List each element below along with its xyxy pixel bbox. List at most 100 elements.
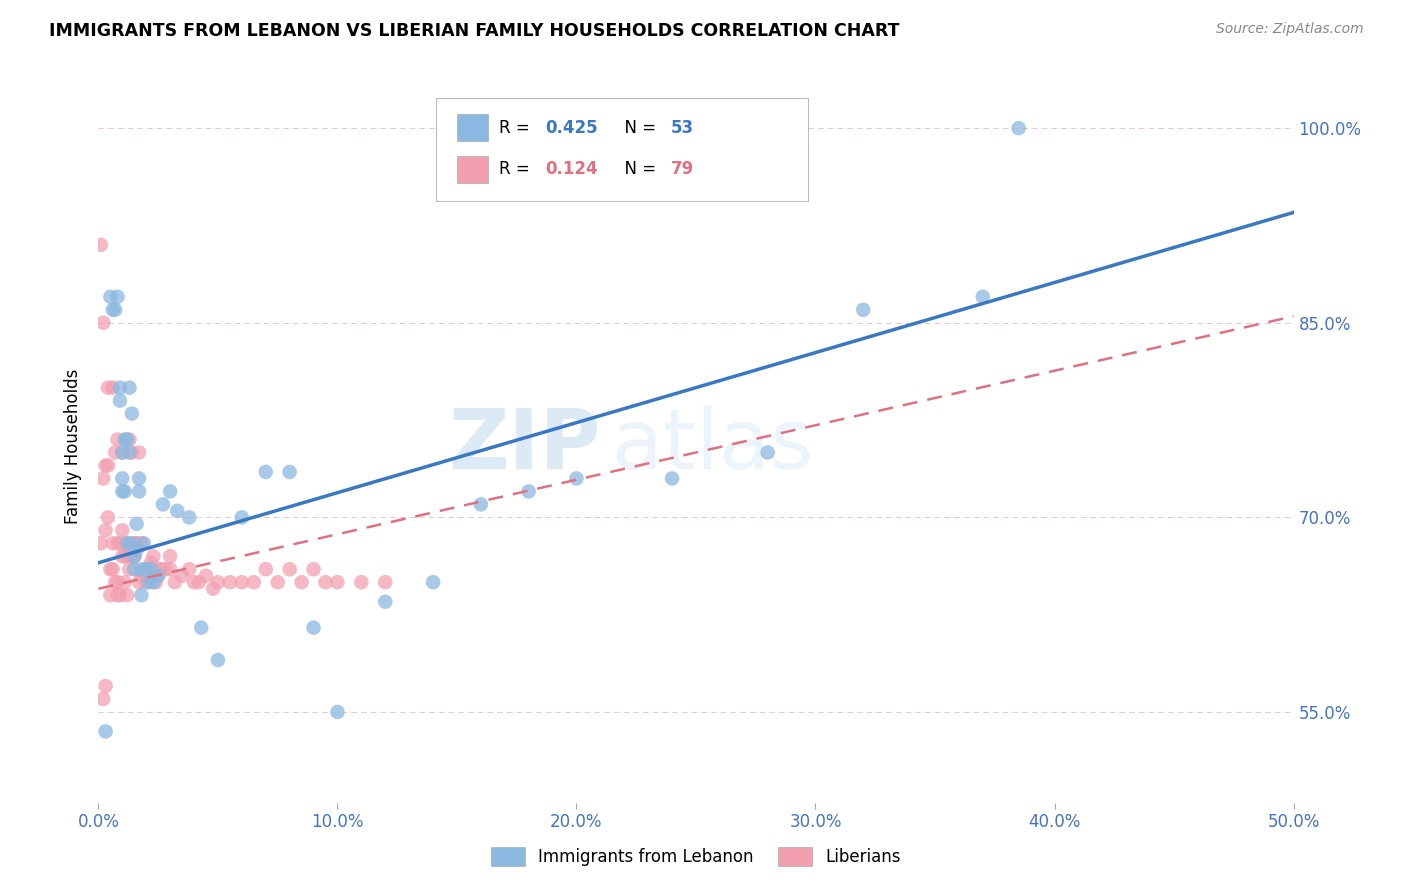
Point [142, 575, 165, 590]
Point [517, 484, 540, 499]
Point [104, 575, 127, 590]
Point [94, 724, 117, 739]
Point [149, 562, 172, 576]
Point [115, 433, 138, 447]
Point [104, 445, 127, 459]
Point [135, 575, 157, 590]
Point [108, 381, 131, 395]
Point [1008, 121, 1031, 136]
Point [326, 705, 349, 719]
Point [90, 536, 112, 550]
Point [125, 536, 148, 550]
Point [350, 575, 373, 590]
Point [190, 621, 212, 635]
Point [278, 562, 301, 576]
Point [149, 562, 172, 576]
Point [145, 575, 167, 590]
Point [91, 316, 114, 330]
Point [139, 562, 162, 576]
Point [155, 562, 177, 576]
Point [219, 575, 242, 590]
Point [302, 562, 325, 576]
Point [291, 575, 314, 590]
Point [101, 302, 124, 317]
Point [131, 568, 153, 582]
Point [108, 588, 131, 602]
Text: 53: 53 [671, 119, 693, 136]
Point [302, 621, 325, 635]
Point [125, 536, 148, 550]
Text: N =: N = [614, 161, 662, 178]
Point [104, 302, 127, 317]
Point [661, 471, 683, 485]
Point [111, 549, 134, 564]
Point [115, 536, 138, 550]
Point [121, 536, 143, 550]
Point [107, 433, 129, 447]
Point [98, 290, 122, 304]
Point [326, 575, 349, 590]
Text: R =: R = [499, 161, 536, 178]
Point [254, 465, 277, 479]
Point [90, 238, 112, 252]
Point [159, 484, 181, 499]
Point [852, 302, 875, 317]
Point [139, 556, 162, 570]
Point [115, 588, 138, 602]
Point [97, 458, 120, 473]
Point [114, 575, 136, 590]
Point [124, 536, 146, 550]
Point [422, 575, 444, 590]
Point [267, 575, 290, 590]
Point [121, 549, 143, 564]
Point [131, 536, 153, 550]
Point [132, 568, 155, 582]
Point [94, 458, 117, 473]
Point [111, 471, 134, 485]
Text: atlas: atlas [613, 406, 814, 486]
Point [107, 290, 129, 304]
Text: ZIP: ZIP [449, 406, 600, 486]
Point [98, 588, 122, 602]
Point [374, 595, 396, 609]
Point [108, 393, 131, 408]
Point [118, 381, 141, 395]
Point [159, 549, 181, 564]
Point [121, 407, 143, 421]
Point [142, 549, 165, 564]
Point [125, 516, 148, 531]
Point [315, 575, 337, 590]
Point [121, 445, 143, 459]
Point [172, 568, 194, 582]
Point [111, 445, 134, 459]
Point [470, 497, 492, 511]
Point [101, 562, 124, 576]
Text: N =: N = [614, 119, 662, 136]
Point [94, 524, 117, 538]
Point [131, 562, 153, 576]
Point [254, 562, 277, 576]
Point [163, 575, 186, 590]
Point [124, 549, 146, 564]
Point [98, 562, 122, 576]
Text: Source: ZipAtlas.com: Source: ZipAtlas.com [1216, 22, 1364, 37]
Point [128, 445, 150, 459]
Point [972, 290, 994, 304]
Point [139, 562, 162, 576]
Point [207, 575, 229, 590]
Point [118, 445, 141, 459]
Point [128, 575, 150, 590]
Point [97, 381, 120, 395]
Point [115, 536, 138, 550]
Text: 0.425: 0.425 [546, 119, 598, 136]
Point [114, 549, 136, 564]
Point [101, 381, 124, 395]
Text: R =: R = [499, 119, 536, 136]
Point [132, 536, 155, 550]
Point [125, 542, 148, 557]
Point [183, 575, 205, 590]
Point [128, 471, 150, 485]
Point [118, 562, 141, 576]
Point [138, 575, 160, 590]
Point [91, 692, 114, 706]
